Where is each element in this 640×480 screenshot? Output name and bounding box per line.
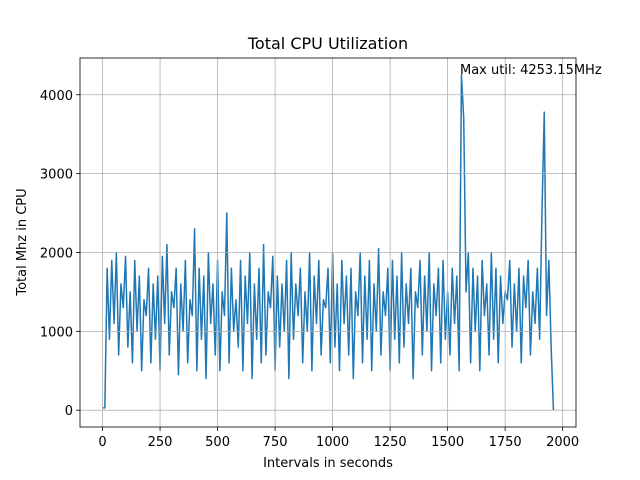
chart-title: Total CPU Utilization <box>247 34 408 53</box>
x-tick-label: 1750 <box>489 435 522 450</box>
x-tick-label: 500 <box>205 435 230 450</box>
y-tick-label: 2000 <box>40 246 73 261</box>
x-tick-label: 1000 <box>316 435 349 450</box>
x-axis-label: Intervals in seconds <box>263 456 393 471</box>
x-tick-label: 1250 <box>374 435 407 450</box>
y-tick-label: 4000 <box>40 89 73 104</box>
data-line <box>102 74 555 411</box>
x-tick-label: 750 <box>263 435 288 450</box>
y-axis-label: Total Mhz in CPU <box>15 188 30 296</box>
plot-frame <box>79 57 577 428</box>
x-tick-label: 0 <box>98 435 106 450</box>
y-tick-label: 1000 <box>40 325 73 340</box>
x-tick-label: 1500 <box>431 435 464 450</box>
y-tick-label: 0 <box>65 404 73 419</box>
x-tick-label: 2000 <box>546 435 579 450</box>
annotation: Max util: 4253.15MHz <box>460 63 602 78</box>
y-tick-label: 3000 <box>40 168 73 183</box>
x-tick-label: 250 <box>148 435 173 450</box>
